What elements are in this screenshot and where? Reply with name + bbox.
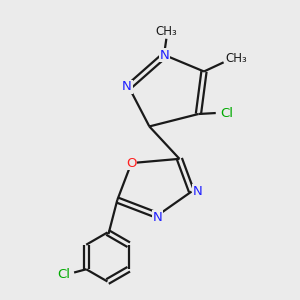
- Text: N: N: [193, 185, 202, 198]
- Text: Cl: Cl: [220, 106, 233, 119]
- Text: CH₃: CH₃: [155, 25, 177, 38]
- Text: Cl: Cl: [57, 268, 70, 281]
- Text: N: N: [153, 211, 162, 224]
- Text: CH₃: CH₃: [225, 52, 247, 64]
- Text: N: N: [122, 80, 132, 93]
- Text: N: N: [160, 49, 169, 62]
- Text: O: O: [126, 157, 136, 169]
